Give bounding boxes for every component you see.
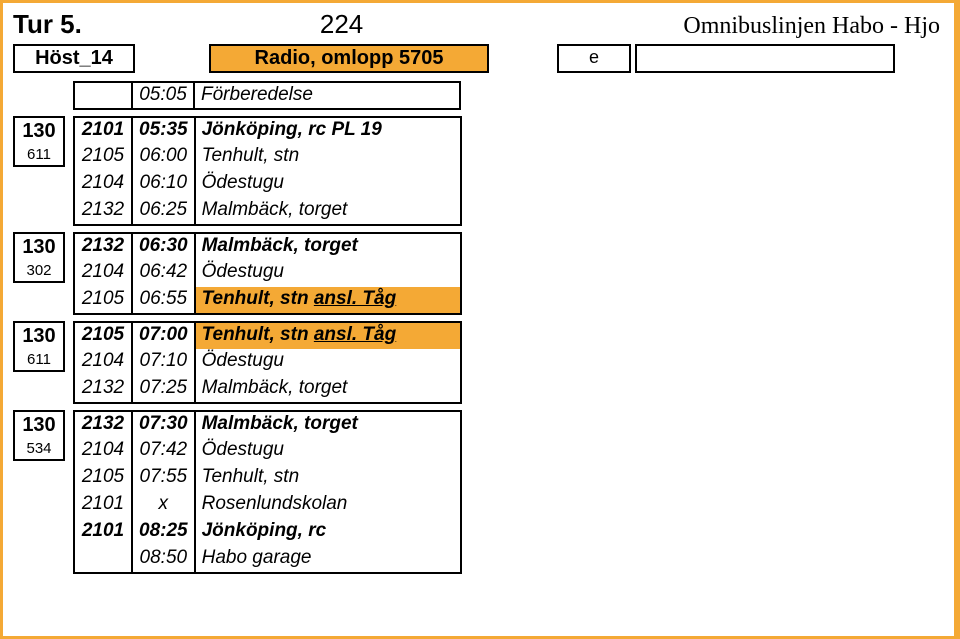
route-main: 130 bbox=[15, 118, 63, 145]
route-box: 130611 bbox=[13, 321, 65, 372]
col-code: 2104 bbox=[74, 171, 132, 198]
table-row: 210105:35Jönköping, rc PL 19 bbox=[74, 117, 461, 144]
route-main: 130 bbox=[15, 234, 63, 261]
col-time: 06:55 bbox=[132, 287, 195, 314]
col-stop: Jönköping, rc bbox=[195, 519, 461, 546]
col-code: 2104 bbox=[74, 349, 132, 376]
table-row: 210406:42Ödestugu bbox=[74, 260, 461, 287]
col-time: 06:10 bbox=[132, 171, 195, 198]
col-time: 07:30 bbox=[132, 411, 195, 438]
prep-label: Förberedelse bbox=[194, 82, 460, 109]
col-time: 07:10 bbox=[132, 349, 195, 376]
col-time: 06:25 bbox=[132, 198, 195, 225]
col-time: 07:25 bbox=[132, 376, 195, 403]
route-main: 130 bbox=[15, 412, 63, 439]
col-stop: Jönköping, rc PL 19 bbox=[195, 117, 461, 144]
col-time: 06:00 bbox=[132, 144, 195, 171]
table-row: 213206:30Malmbäck, torget bbox=[74, 233, 461, 260]
col-time: 07:42 bbox=[132, 438, 195, 465]
col-time: 06:42 bbox=[132, 260, 195, 287]
col-stop: Rosenlundskolan bbox=[195, 492, 461, 519]
route-sub: 534 bbox=[15, 439, 63, 459]
table-row: 210506:00Tenhult, stn bbox=[74, 144, 461, 171]
col-stop: Malmbäck, torget bbox=[195, 198, 461, 225]
schedule: 05:05 Förberedelse 130611210105:35Jönköp… bbox=[13, 81, 944, 574]
time-table: 210507:00Tenhult, stn ansl. Tåg210407:10… bbox=[73, 321, 462, 404]
col-code: 2104 bbox=[74, 438, 132, 465]
time-table: 210105:35Jönköping, rc PL 19210506:00Ten… bbox=[73, 116, 462, 226]
col-code: 2101 bbox=[74, 117, 132, 144]
col-code bbox=[74, 546, 132, 573]
season-box: Höst_14 bbox=[13, 44, 135, 73]
page-header: Tur 5. 224 Omnibuslinjen Habo - Hjo bbox=[13, 9, 944, 40]
col-stop: Ödestugu bbox=[195, 260, 461, 287]
table-row: 210507:55Tenhult, stn bbox=[74, 465, 461, 492]
col-stop: Malmbäck, torget bbox=[195, 376, 461, 403]
tur-number: 224 bbox=[320, 9, 363, 40]
table-row: 2101xRosenlundskolan bbox=[74, 492, 461, 519]
blank-box bbox=[635, 44, 895, 73]
table-row: 210108:25Jönköping, rc bbox=[74, 519, 461, 546]
col-code: 2105 bbox=[74, 322, 132, 349]
table-row: 213206:25Malmbäck, torget bbox=[74, 198, 461, 225]
col-time: 08:25 bbox=[132, 519, 195, 546]
table-row: 08:50Habo garage bbox=[74, 546, 461, 573]
table-row: 213207:30Malmbäck, torget bbox=[74, 411, 461, 438]
e-box: e bbox=[557, 44, 631, 73]
tur-label: Tur 5. bbox=[13, 9, 82, 40]
col-stop: Ödestugu bbox=[195, 438, 461, 465]
route-box: 130611 bbox=[13, 116, 65, 167]
route-name: Omnibuslinjen Habo - Hjo bbox=[683, 13, 944, 40]
col-time: 08:50 bbox=[132, 546, 195, 573]
prep-time: 05:05 bbox=[132, 82, 194, 109]
col-stop: Tenhult, stn bbox=[195, 144, 461, 171]
table-row: 210406:10Ödestugu bbox=[74, 171, 461, 198]
col-time: 07:55 bbox=[132, 465, 195, 492]
col-code: 2132 bbox=[74, 376, 132, 403]
schedule-block: 130302213206:30Malmbäck, torget210406:42… bbox=[13, 232, 944, 315]
time-table: 213206:30Malmbäck, torget210406:42Ödestu… bbox=[73, 232, 462, 315]
schedule-block: 130534213207:30Malmbäck, torget210407:42… bbox=[13, 410, 944, 574]
col-stop: Tenhult, stn ansl. Tåg bbox=[195, 287, 461, 314]
col-code: 2101 bbox=[74, 519, 132, 546]
table-row: 210507:00Tenhult, stn ansl. Tåg bbox=[74, 322, 461, 349]
col-code: 2132 bbox=[74, 411, 132, 438]
col-stop: Tenhult, stn ansl. Tåg bbox=[195, 322, 461, 349]
route-main: 130 bbox=[15, 323, 63, 350]
col-stop: Habo garage bbox=[195, 546, 461, 573]
col-stop: Malmbäck, torget bbox=[195, 411, 461, 438]
col-stop: Ödestugu bbox=[195, 349, 461, 376]
time-table: 213207:30Malmbäck, torget210407:42Ödestu… bbox=[73, 410, 462, 574]
col-code: 2105 bbox=[74, 144, 132, 171]
schedule-block: 130611210105:35Jönköping, rc PL 19210506… bbox=[13, 116, 944, 226]
route-box: 130534 bbox=[13, 410, 65, 461]
route-sub: 611 bbox=[15, 145, 63, 165]
col-code: 2105 bbox=[74, 287, 132, 314]
col-stop: Malmbäck, torget bbox=[195, 233, 461, 260]
radio-box: Radio, omlopp 5705 bbox=[209, 44, 489, 73]
col-stop: Ödestugu bbox=[195, 171, 461, 198]
route-box: 130302 bbox=[13, 232, 65, 283]
col-time: x bbox=[132, 492, 195, 519]
col-code: 2105 bbox=[74, 465, 132, 492]
col-code: 2132 bbox=[74, 198, 132, 225]
col-code: 2101 bbox=[74, 492, 132, 519]
table-row: 210407:10Ödestugu bbox=[74, 349, 461, 376]
meta-row: Höst_14 Radio, omlopp 5705 e bbox=[13, 44, 944, 73]
table-row: 210407:42Ödestugu bbox=[74, 438, 461, 465]
prep-row: 05:05 Förberedelse bbox=[13, 81, 944, 110]
route-sub: 611 bbox=[15, 350, 63, 370]
table-row: 213207:25Malmbäck, torget bbox=[74, 376, 461, 403]
schedule-block: 130611210507:00Tenhult, stn ansl. Tåg210… bbox=[13, 321, 944, 404]
col-time: 05:35 bbox=[132, 117, 195, 144]
col-code: 2104 bbox=[74, 260, 132, 287]
table-row: 210506:55Tenhult, stn ansl. Tåg bbox=[74, 287, 461, 314]
col-stop: Tenhult, stn bbox=[195, 465, 461, 492]
route-sub: 302 bbox=[15, 261, 63, 281]
col-time: 06:30 bbox=[132, 233, 195, 260]
col-code: 2132 bbox=[74, 233, 132, 260]
col-time: 07:00 bbox=[132, 322, 195, 349]
